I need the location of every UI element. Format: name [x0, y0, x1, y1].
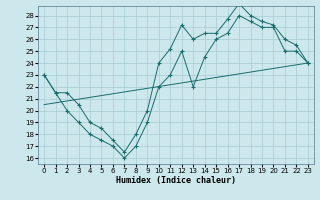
X-axis label: Humidex (Indice chaleur): Humidex (Indice chaleur)	[116, 176, 236, 185]
